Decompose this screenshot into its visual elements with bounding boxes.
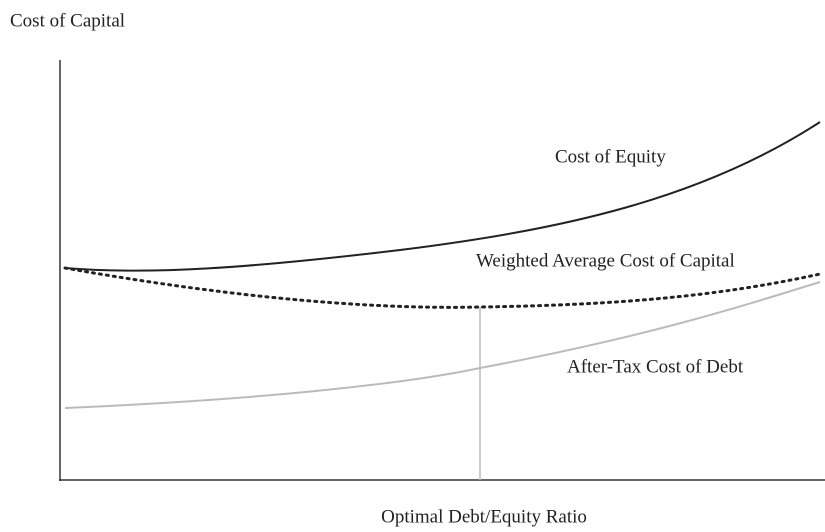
- curve-label: Cost of Equity: [555, 146, 666, 167]
- cost-of-equity-curve: [64, 121, 821, 272]
- axis-label: Optimal Debt/Equity Ratio: [381, 506, 587, 527]
- curve-label: After-Tax Cost of Debt: [567, 356, 744, 377]
- cost-of-debt-curve: [64, 281, 821, 409]
- wacc-curve: [63, 266, 822, 309]
- axis-title: Cost of Capital: [10, 10, 125, 31]
- curve-label: Weighted Average Cost of Capital: [476, 250, 735, 271]
